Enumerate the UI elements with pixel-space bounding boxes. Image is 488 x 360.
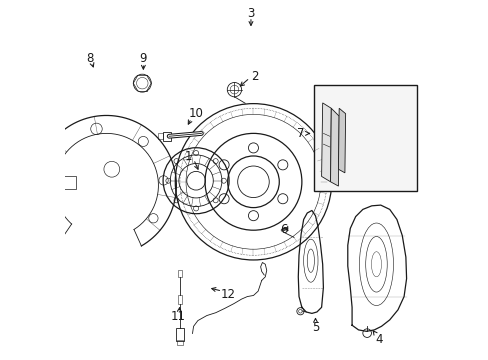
Polygon shape <box>338 108 345 173</box>
Bar <box>178 270 182 277</box>
Text: 2: 2 <box>250 69 258 82</box>
Text: 3: 3 <box>247 7 254 20</box>
Text: 1: 1 <box>185 150 192 163</box>
Bar <box>158 133 163 139</box>
Text: 11: 11 <box>170 310 185 324</box>
Text: 4: 4 <box>374 333 382 346</box>
Text: 6: 6 <box>280 223 287 236</box>
Bar <box>177 339 183 345</box>
Text: 9: 9 <box>140 52 147 65</box>
Text: 8: 8 <box>86 51 93 64</box>
Polygon shape <box>330 108 339 186</box>
Bar <box>314 85 416 191</box>
Text: 12: 12 <box>221 288 235 301</box>
Text: 10: 10 <box>188 107 203 120</box>
Bar <box>60 176 76 189</box>
Bar <box>175 328 184 341</box>
Text: 7: 7 <box>297 127 305 140</box>
Bar <box>163 132 170 140</box>
Bar <box>178 295 182 304</box>
Text: 5: 5 <box>311 320 319 333</box>
Polygon shape <box>321 103 330 182</box>
